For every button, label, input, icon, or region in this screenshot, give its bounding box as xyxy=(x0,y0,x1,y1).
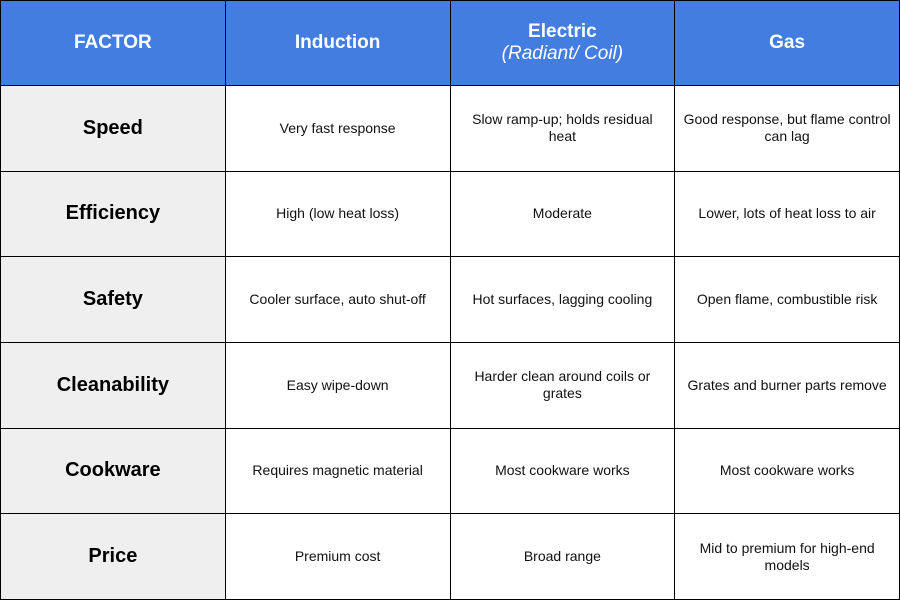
header-gas: Gas xyxy=(674,0,900,86)
factor-cell: Cleanability xyxy=(0,341,226,429)
value-cell: Most cookware works xyxy=(674,427,900,515)
value-cell: High (low heat loss) xyxy=(224,170,451,258)
value-cell: Open flame, combustible risk xyxy=(674,256,900,343)
factor-cell: Efficiency xyxy=(0,170,226,258)
value-cell: Good response, but flame control can lag xyxy=(674,85,900,172)
value-cell: Moderate xyxy=(449,170,676,258)
factor-cell: Safety xyxy=(0,256,226,343)
header-title: Gas xyxy=(769,32,806,53)
table-row: Safety Cooler surface, auto shut-off Hot s… xyxy=(0,256,900,343)
header-factor: FACTOR xyxy=(0,0,226,86)
table-row: Cleanability Easy wipe-down Harder clean a… xyxy=(0,341,900,429)
value-cell: Harder clean around coils or grates xyxy=(449,341,676,429)
value-cell: Hot surfaces, lagging cooling xyxy=(449,256,676,343)
value-cell: Cooler surface, auto shut-off xyxy=(224,256,451,343)
table-row: Cookware Requires magnetic material Most c… xyxy=(0,427,900,515)
header-title: Electric xyxy=(528,21,597,42)
value-cell: Broad range xyxy=(449,513,676,600)
value-cell: Requires magnetic material xyxy=(224,427,451,515)
header-subtitle: (Radiant/ Coil) xyxy=(501,43,624,64)
value-cell: Most cookware works xyxy=(449,427,676,515)
table-row: Price Premium cost Broad range Mid to premi… xyxy=(0,513,900,600)
header-title: Induction xyxy=(294,32,381,53)
value-cell: Mid to premium for high-end models xyxy=(674,513,900,600)
value-cell: Grates and burner parts remove xyxy=(674,341,900,429)
value-cell: Easy wipe-down xyxy=(224,341,451,429)
value-cell: Premium cost xyxy=(224,513,451,600)
table-row: Efficiency High (low heat loss) Moderate Lo… xyxy=(0,170,900,258)
header-row: FACTOR Induction Electric (Radiant/ Coil)… xyxy=(0,0,900,86)
table-row: Speed Very fast response Slow ramp-up; hol… xyxy=(0,85,900,172)
value-cell: Slow ramp-up; holds residual heat xyxy=(449,85,676,172)
header-induction: Induction xyxy=(224,0,451,86)
factor-cell: Cookware xyxy=(0,427,226,515)
factor-cell: Price xyxy=(0,513,226,600)
factor-cell: Speed xyxy=(0,85,226,172)
value-cell: Very fast response xyxy=(224,85,451,172)
value-cell: Lower, lots of heat loss to air xyxy=(674,170,900,258)
header-electric: Electric (Radiant/ Coil) xyxy=(449,0,676,86)
